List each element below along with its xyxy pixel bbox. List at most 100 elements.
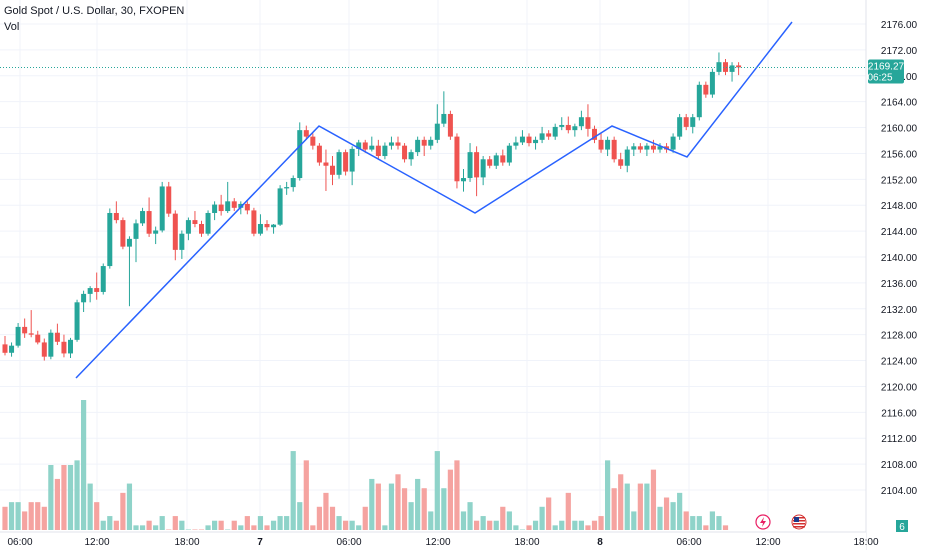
volume-bar	[212, 520, 218, 530]
candle-body	[343, 152, 349, 172]
volume-bar	[375, 483, 381, 530]
candle-body	[618, 159, 624, 166]
volume-bar	[460, 511, 467, 530]
volume-bar	[349, 520, 355, 530]
x-tick-label: 12:00	[425, 537, 450, 548]
volume-bar	[362, 506, 368, 530]
volume-bar	[198, 529, 205, 530]
candle-body	[310, 136, 316, 146]
volume-bar	[683, 511, 689, 530]
candle-body	[421, 139, 427, 146]
y-tick-label: 2140.00	[881, 253, 918, 264]
volume-bar	[454, 460, 460, 530]
candle-body	[120, 220, 126, 247]
candle-body	[133, 223, 139, 239]
volume-bar	[441, 488, 447, 530]
x-tick-label: 06:00	[676, 537, 701, 548]
y-tick-label: 2164.00	[881, 98, 918, 109]
candle-body	[650, 145, 656, 150]
candle-body	[696, 84, 702, 118]
candle-body	[153, 230, 159, 234]
volume-bar	[513, 525, 519, 530]
volume-bar	[179, 520, 185, 530]
candle-body	[395, 142, 401, 146]
candle-body	[461, 178, 466, 182]
candle-body	[402, 145, 408, 160]
y-tick-label: 2176.00	[881, 20, 918, 31]
volume-bar	[22, 511, 28, 530]
volume-bar	[48, 465, 54, 530]
volume-bar	[493, 520, 499, 530]
volume-badge	[896, 520, 908, 532]
candle-body	[605, 139, 611, 150]
candle-body	[624, 149, 630, 166]
candle-body	[526, 136, 532, 144]
candle-body	[185, 220, 191, 234]
candle-body	[54, 332, 60, 342]
lightning-icon[interactable]	[755, 514, 771, 530]
candle-body	[369, 145, 375, 150]
y-tick-label: 2128.00	[881, 331, 918, 342]
candle-body	[454, 136, 460, 182]
volume-bar	[297, 502, 303, 530]
candle-body	[107, 212, 113, 267]
volume-bar	[467, 502, 473, 530]
volume-bar	[572, 520, 578, 530]
volume-bar	[605, 460, 611, 530]
volume-bar	[421, 488, 427, 530]
volume-bar	[637, 483, 643, 530]
volume-bar	[480, 516, 486, 530]
candle-body	[100, 266, 106, 292]
candle-body	[48, 332, 54, 357]
candle-body	[94, 288, 100, 292]
volume-bar	[192, 529, 198, 530]
volume-bar	[139, 525, 146, 530]
volume-bar	[238, 525, 244, 530]
volume-bar	[323, 492, 329, 530]
volume-bar	[401, 488, 408, 530]
candle-body	[231, 201, 237, 208]
y-tick-label: 2124.00	[881, 357, 918, 368]
price-tag-value: 2169.27	[868, 62, 905, 73]
volume-bar	[506, 511, 512, 530]
candle-body	[264, 223, 270, 228]
volume-bar	[316, 506, 322, 530]
y-tick-label: 2148.00	[881, 201, 918, 212]
volume-bar	[618, 474, 624, 530]
candle-body	[316, 145, 322, 163]
candle-body	[356, 142, 362, 149]
symbol-title[interactable]: Gold Spot / U.S. Dollar, 30, FXOPEN	[4, 5, 185, 17]
candle-body	[297, 130, 303, 179]
volume-bar	[434, 451, 440, 530]
volume-bar	[369, 478, 375, 530]
candle-body	[428, 139, 434, 146]
volume-bar	[716, 516, 722, 530]
candle-body	[500, 155, 506, 163]
candle-body	[690, 117, 696, 127]
candle-body	[35, 334, 41, 343]
volume-bar	[61, 465, 67, 530]
y-tick-label: 2108.00	[881, 460, 918, 471]
volume-bar	[474, 520, 480, 530]
volume-bar	[107, 516, 113, 530]
candle-body	[9, 345, 15, 353]
volume-bar	[690, 516, 696, 530]
candle-body	[251, 210, 257, 234]
us-flag-icon[interactable]	[791, 514, 807, 530]
candle-body	[441, 113, 447, 124]
price-tag	[868, 59, 904, 84]
candle-body	[703, 84, 709, 95]
candle-body	[611, 139, 617, 160]
candle-body	[533, 139, 539, 144]
volume-bar	[277, 516, 283, 530]
volume-bar	[565, 492, 571, 530]
volume-label[interactable]: Vol	[4, 21, 20, 33]
candle-body	[723, 62, 728, 72]
volume-bar	[303, 460, 309, 530]
candle-body	[172, 213, 178, 250]
volume-bar	[415, 478, 421, 530]
volume-bar	[113, 520, 119, 530]
y-tick-label: 2120.00	[881, 382, 918, 393]
